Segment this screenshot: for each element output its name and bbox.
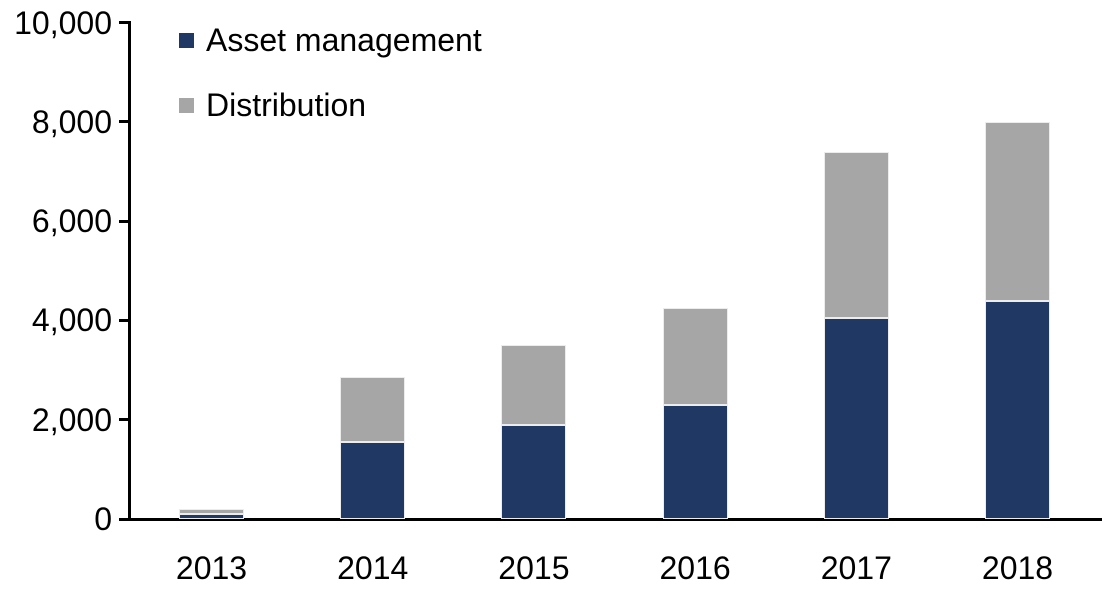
bar-2018-distribution-segment: [985, 121, 1050, 301]
x-axis-tick-label: 2015: [498, 550, 570, 586]
bar-2014-distribution-segment: [340, 377, 406, 443]
legend-label-distribution: Distribution: [206, 87, 367, 123]
x-axis-line: [127, 517, 1102, 521]
y-axis-tick-label: 6,000: [31, 203, 112, 240]
y-axis-tick: [118, 120, 128, 124]
y-axis-tick-label: 4,000: [31, 302, 112, 339]
x-axis-tick-label: 2013: [175, 550, 248, 586]
bar-2014-asset-management-segment: [340, 442, 406, 519]
bar-2017-asset-management-segment: [823, 317, 889, 519]
x-axis-tick-label: 2016: [659, 550, 731, 586]
y-axis-tick: [118, 219, 128, 223]
legend-item-asset-management: Asset management: [179, 22, 482, 58]
bar-2016-asset-management-segment: [662, 404, 728, 519]
y-axis-line: [127, 21, 131, 521]
bar-2015-distribution-segment: [501, 345, 567, 425]
bar-2013-distribution-segment: [179, 509, 244, 515]
bar-2016-distribution-segment: [662, 307, 728, 405]
bar-2018-asset-management-segment: [985, 300, 1050, 519]
bar-2013-asset-management-segment: [179, 514, 244, 519]
y-axis-tick: [118, 318, 128, 322]
x-axis-tick-label: 2018: [981, 550, 1054, 586]
asset-management-swatch-icon: [179, 32, 194, 48]
legend-label-asset-management: Asset management: [206, 22, 482, 58]
legend-item-distribution: Distribution: [179, 87, 366, 123]
x-axis-tick-label: 2017: [820, 550, 892, 586]
distribution-swatch-icon: [179, 97, 194, 113]
y-axis-tick-label: 10,000: [14, 4, 112, 41]
y-axis-tick: [118, 21, 128, 24]
y-axis-tick-label: 2,000: [31, 401, 112, 438]
bar-2015-asset-management-segment: [501, 424, 567, 519]
y-axis-tick-label: 8,000: [31, 103, 112, 140]
y-axis-tick: [118, 517, 128, 521]
y-axis-tick: [118, 418, 128, 422]
x-axis-tick-label: 2014: [337, 550, 409, 586]
y-axis-tick-label: 0: [94, 501, 112, 537]
bar-2017-distribution-segment: [823, 151, 889, 318]
